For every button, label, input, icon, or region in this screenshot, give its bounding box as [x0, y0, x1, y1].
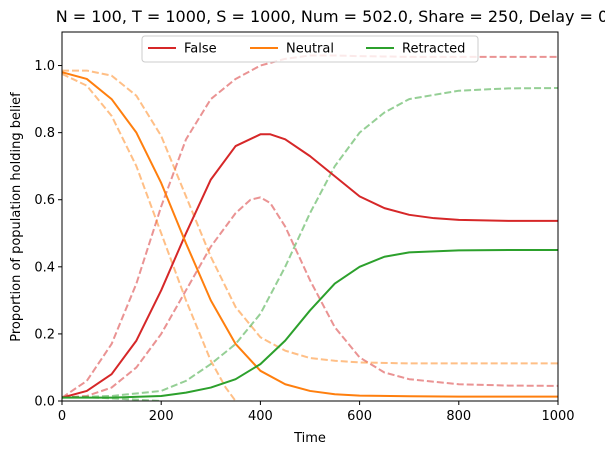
y-tick-label: 0.2: [34, 327, 55, 342]
y-tick-label: 0.6: [34, 193, 55, 208]
series-line-dashed-6: [62, 73, 237, 401]
y-tick-label: 0.8: [34, 126, 55, 141]
x-tick-label: 600: [347, 409, 372, 424]
x-axis-label: Time: [293, 431, 326, 446]
series-line-neutral: [62, 71, 558, 398]
series-layer: [62, 54, 558, 401]
y-tick-label: 1.0: [34, 59, 55, 74]
chart-title: N = 100, T = 1000, S = 1000, Num = 502.0…: [56, 7, 605, 26]
y-tick-label: 0.0: [34, 395, 55, 410]
y-axis-ticks: 0.0 0.2 0.4 0.6 0.8 1.0: [34, 59, 62, 410]
series-line-false: [62, 133, 558, 399]
x-tick-label: 400: [248, 409, 273, 424]
legend-label-false: False: [184, 42, 217, 57]
x-tick-label: 0: [58, 409, 66, 424]
legend-box: [141, 35, 479, 63]
series-line-dashed-3: [62, 54, 558, 399]
y-axis-label: Proportion of population holding belief: [9, 92, 24, 342]
x-tick-label: 800: [446, 409, 471, 424]
x-tick-label: 200: [149, 409, 174, 424]
series-line-retracted: [62, 249, 558, 399]
x-tick-label: 1000: [541, 409, 574, 424]
series-line-dashed-4: [62, 196, 558, 399]
x-axis-ticks: 0 200 400 600 800 1000: [58, 401, 575, 424]
y-tick-label: 0.4: [34, 260, 55, 275]
series-line-dashed-7: [62, 87, 558, 399]
plot-frame: [61, 31, 559, 402]
legend-label-neutral: Neutral: [286, 42, 334, 57]
legend: False Neutral Retracted: [141, 35, 479, 63]
series-line-dashed-5: [62, 69, 558, 365]
legend-label-retracted: Retracted: [402, 42, 465, 57]
